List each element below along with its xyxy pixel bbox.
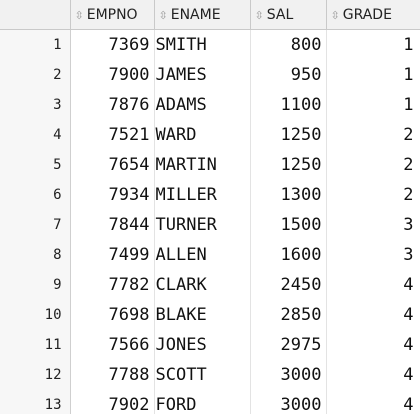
sort-arrows-icon[interactable]: ⇳ bbox=[330, 8, 340, 22]
grade-cell[interactable]: 4 bbox=[326, 390, 420, 414]
grade-cell[interactable]: 3 bbox=[326, 240, 420, 270]
ename-cell[interactable]: MILLER bbox=[154, 180, 251, 210]
sal-cell[interactable]: 1100 bbox=[250, 90, 327, 120]
row-number-cell[interactable]: 1 bbox=[0, 29, 71, 60]
sal-cell[interactable]: 1250 bbox=[250, 150, 327, 180]
table-row[interactable]: 9 7782 CLARK 2450 4 bbox=[0, 270, 420, 300]
grade-cell[interactable]: 2 bbox=[326, 120, 420, 150]
grade-cell[interactable]: 2 bbox=[326, 180, 420, 210]
empno-cell[interactable]: 7566 bbox=[70, 330, 155, 360]
ename-cell[interactable]: TURNER bbox=[154, 210, 251, 240]
sort-arrows-icon[interactable]: ⇳ bbox=[158, 8, 168, 22]
empno-cell[interactable]: 7788 bbox=[70, 360, 155, 390]
sal-cell[interactable]: 1300 bbox=[250, 180, 327, 210]
column-header-label: ENAME bbox=[170, 6, 221, 23]
ename-cell[interactable]: WARD bbox=[154, 120, 251, 150]
empno-cell[interactable]: 7521 bbox=[70, 120, 155, 150]
ename-cell[interactable]: SCOTT bbox=[154, 360, 251, 390]
table-row[interactable]: 13 7902 FORD 3000 4 bbox=[0, 390, 420, 414]
table-row[interactable]: 7 7844 TURNER 1500 3 bbox=[0, 210, 420, 240]
ename-cell[interactable]: MARTIN bbox=[154, 150, 251, 180]
column-header-label: GRADE bbox=[342, 6, 392, 23]
grade-cell[interactable]: 4 bbox=[326, 300, 420, 330]
table-row[interactable]: 12 7788 SCOTT 3000 4 bbox=[0, 360, 420, 390]
sal-cell[interactable]: 1500 bbox=[250, 210, 327, 240]
empno-cell[interactable]: 7654 bbox=[70, 150, 155, 180]
row-number-cell[interactable]: 11 bbox=[0, 330, 71, 360]
row-number-cell[interactable]: 5 bbox=[0, 150, 71, 180]
header-row: ⇳ EMPNO ⇳ ENAME ⇳ SAL ⇳ GRADE bbox=[0, 0, 420, 30]
ename-cell[interactable]: JONES bbox=[154, 330, 251, 360]
empno-cell[interactable]: 7934 bbox=[70, 180, 155, 210]
grade-cell[interactable]: 3 bbox=[326, 210, 420, 240]
column-header-grade[interactable]: ⇳ GRADE bbox=[326, 0, 420, 30]
empno-cell[interactable]: 7369 bbox=[70, 29, 155, 60]
column-header-ename[interactable]: ⇳ ENAME bbox=[154, 0, 251, 30]
empno-cell[interactable]: 7900 bbox=[70, 60, 155, 90]
column-header-label: SAL bbox=[266, 6, 294, 23]
column-header-label: EMPNO bbox=[86, 6, 138, 23]
sal-cell[interactable]: 1600 bbox=[250, 240, 327, 270]
ename-cell[interactable]: FORD bbox=[154, 390, 251, 414]
grade-cell[interactable]: 4 bbox=[326, 270, 420, 300]
table-row[interactable]: 1 7369 SMITH 800 1 bbox=[0, 29, 420, 60]
sort-arrows-icon[interactable]: ⇳ bbox=[254, 8, 264, 22]
sal-cell[interactable]: 3000 bbox=[250, 390, 327, 414]
table-row[interactable]: 10 7698 BLAKE 2850 4 bbox=[0, 300, 420, 330]
grade-cell[interactable]: 2 bbox=[326, 150, 420, 180]
table-row[interactable]: 6 7934 MILLER 1300 2 bbox=[0, 180, 420, 210]
row-number-cell[interactable]: 7 bbox=[0, 210, 71, 240]
empno-cell[interactable]: 7499 bbox=[70, 240, 155, 270]
sal-cell[interactable]: 800 bbox=[250, 29, 327, 60]
sal-cell[interactable]: 2975 bbox=[250, 330, 327, 360]
row-number-header bbox=[0, 0, 71, 30]
sal-cell[interactable]: 1250 bbox=[250, 120, 327, 150]
sal-cell[interactable]: 3000 bbox=[250, 360, 327, 390]
row-number-cell[interactable]: 9 bbox=[0, 270, 71, 300]
grade-cell[interactable]: 1 bbox=[326, 60, 420, 90]
ename-cell[interactable]: ALLEN bbox=[154, 240, 251, 270]
sal-cell[interactable]: 950 bbox=[250, 60, 327, 90]
empno-cell[interactable]: 7698 bbox=[70, 300, 155, 330]
ename-cell[interactable]: ADAMS bbox=[154, 90, 251, 120]
ename-cell[interactable]: JAMES bbox=[154, 60, 251, 90]
table-row[interactable]: 8 7499 ALLEN 1600 3 bbox=[0, 240, 420, 270]
row-number-cell[interactable]: 10 bbox=[0, 300, 71, 330]
table-row[interactable]: 5 7654 MARTIN 1250 2 bbox=[0, 150, 420, 180]
ename-cell[interactable]: BLAKE bbox=[154, 300, 251, 330]
column-header-empno[interactable]: ⇳ EMPNO bbox=[70, 0, 155, 30]
empno-cell[interactable]: 7902 bbox=[70, 390, 155, 414]
sal-cell[interactable]: 2850 bbox=[250, 300, 327, 330]
row-number-cell[interactable]: 12 bbox=[0, 360, 71, 390]
row-number-cell[interactable]: 6 bbox=[0, 180, 71, 210]
row-number-cell[interactable]: 3 bbox=[0, 90, 71, 120]
ename-cell[interactable]: SMITH bbox=[154, 29, 251, 60]
row-number-cell[interactable]: 2 bbox=[0, 60, 71, 90]
row-number-cell[interactable]: 13 bbox=[0, 390, 71, 414]
row-number-cell[interactable]: 4 bbox=[0, 120, 71, 150]
grade-cell[interactable]: 1 bbox=[326, 90, 420, 120]
empno-cell[interactable]: 7844 bbox=[70, 210, 155, 240]
grade-cell[interactable]: 4 bbox=[326, 330, 420, 360]
empno-cell[interactable]: 7782 bbox=[70, 270, 155, 300]
ename-cell[interactable]: CLARK bbox=[154, 270, 251, 300]
row-number-cell[interactable]: 8 bbox=[0, 240, 71, 270]
sort-arrows-icon[interactable]: ⇳ bbox=[74, 8, 84, 22]
grade-cell[interactable]: 1 bbox=[326, 29, 420, 60]
sal-cell[interactable]: 2450 bbox=[250, 270, 327, 300]
empno-cell[interactable]: 7876 bbox=[70, 90, 155, 120]
table-row[interactable]: 11 7566 JONES 2975 4 bbox=[0, 330, 420, 360]
grade-cell[interactable]: 4 bbox=[326, 360, 420, 390]
column-header-sal[interactable]: ⇳ SAL bbox=[250, 0, 327, 30]
table-row[interactable]: 3 7876 ADAMS 1100 1 bbox=[0, 90, 420, 120]
table-row[interactable]: 2 7900 JAMES 950 1 bbox=[0, 60, 420, 90]
table-row[interactable]: 4 7521 WARD 1250 2 bbox=[0, 120, 420, 150]
